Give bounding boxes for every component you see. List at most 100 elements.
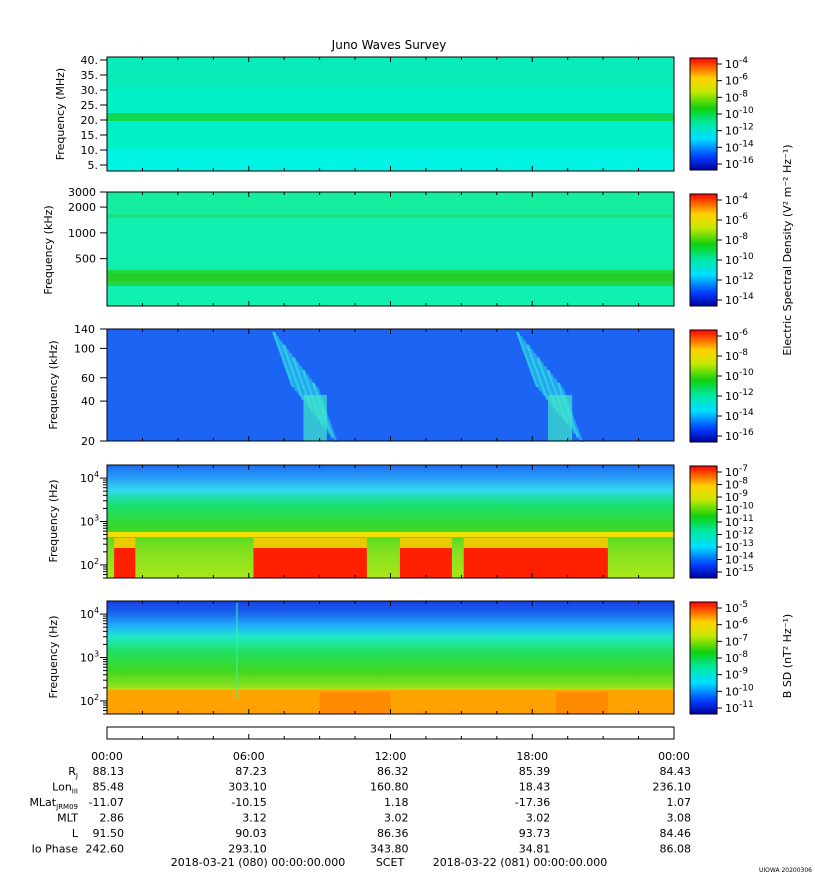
burst-core	[303, 395, 327, 441]
panel-3-spectrogram	[107, 329, 674, 441]
ytick-label: 102	[80, 557, 99, 572]
ephem-value: -10.15	[231, 796, 266, 809]
ephem-value: 18.43	[519, 781, 551, 794]
panel-1-xticks	[106, 57, 675, 171]
colorbar-label: 10-11	[725, 514, 754, 529]
ytick-label: 40	[81, 395, 95, 408]
colorbar-label: 10-7	[725, 633, 748, 648]
colorbar-label: 10-6	[725, 73, 748, 88]
intense-block	[114, 548, 136, 578]
ephem-value: 3.12	[242, 812, 267, 825]
time-label: 18:00	[516, 750, 548, 763]
low-freq-enhancement	[555, 692, 608, 714]
colorbar-label: 10-12	[725, 527, 754, 542]
colorbar-label: 10-13	[725, 539, 754, 554]
time-axis	[106, 726, 675, 740]
colorbar-label: 10-14	[725, 408, 754, 423]
figure-title: Juno Waves Survey	[331, 38, 447, 52]
ytick-label: 5.	[88, 159, 99, 172]
ytick-label: 60	[81, 372, 95, 385]
panel-3-xticks	[106, 329, 675, 441]
panel-3-colorbar-labels: 10-6 10-8 10-10 10-12 10-14 10-16	[717, 328, 754, 443]
ytick-label: 140	[74, 323, 95, 336]
ytick-label: 500	[75, 253, 96, 266]
ytick-label: 20	[81, 435, 95, 448]
panel-2-ylabel: Frequency (kHz)	[42, 205, 55, 294]
ephem-row-label: RJ	[68, 765, 78, 780]
panel-4-intense-blocks	[114, 538, 608, 578]
ephem-value: 85.48	[93, 781, 125, 794]
colorbar-label: 10-8	[725, 89, 748, 104]
panel-2-yticks: 3000 2000 1000 500	[68, 186, 107, 266]
ephem-value: 303.10	[228, 781, 267, 794]
ephem-value: 93.73	[519, 827, 551, 840]
panel-3-colorbar	[689, 329, 718, 443]
time-label: 12:00	[375, 750, 407, 763]
panel-1-lower-tone	[107, 150, 674, 171]
colorbar-label: 10-14	[725, 139, 754, 154]
ytick-label: 20.	[81, 114, 99, 127]
ytick-label: 3000	[68, 186, 96, 199]
colorbar-label: 10-6	[725, 212, 748, 227]
ytick-label: 10.	[81, 144, 99, 157]
panel-4-colorbar-labels: 10-710-810-910-1010-1110-1210-1310-1410-…	[717, 464, 754, 579]
ytick-label: 100	[74, 342, 95, 355]
ytick-label: 25.	[81, 99, 99, 112]
panel-3-bursts	[272, 332, 584, 442]
colorbar-label: 10-8	[725, 348, 748, 363]
colorbar-label: 10-12	[725, 272, 754, 287]
colorbar-label: 10-4	[725, 56, 748, 71]
b-colorbar-title: B SD (nT² Hz⁻¹)	[781, 614, 794, 698]
panel-3-ylabel: Frequency (kHz)	[47, 340, 60, 429]
colorbar-label: 10-8	[725, 232, 748, 247]
colorbar-label: 10-10	[725, 502, 754, 517]
panel-5-xticks	[106, 601, 675, 714]
burst-core	[548, 395, 573, 441]
colorbar-label: 10-16	[725, 428, 754, 443]
colorbar-label: 10-14	[725, 552, 754, 567]
panel-2-colorbar	[689, 193, 718, 307]
ytick-label: 104	[80, 470, 99, 485]
panel-4-xticks	[106, 465, 675, 578]
ephem-value: 87.23	[235, 765, 267, 778]
panel-2-band-1700khz	[107, 214, 674, 218]
ephemeris-table: 00:00 06:00 12:00 18:00 00:00 RJ 88.13 87.23 86.…	[29, 750, 691, 856]
ephem-value: 86.08	[660, 843, 692, 856]
ephem-value: 236.10	[653, 781, 692, 794]
ytick-label: 15.	[81, 129, 99, 142]
ephem-row-label: L	[72, 827, 79, 840]
colorbar-label: 10-6	[725, 328, 748, 343]
colorbar-label: 10-9	[725, 489, 748, 504]
colorbar-label: 10-10	[725, 368, 754, 383]
generation-stamp: UIOWA 20200306	[759, 867, 812, 874]
colorbar-label: 10-16	[725, 156, 754, 171]
ytick-label: 102	[80, 693, 99, 708]
colorbar-label: 10-14	[725, 292, 754, 307]
colorbar-label: 10-9	[725, 667, 748, 682]
colorbar-label: 10-7	[725, 464, 748, 479]
intense-block	[463, 548, 608, 578]
colorbar-label: 10-10	[725, 106, 754, 121]
ephem-value: 86.32	[377, 765, 409, 778]
colorbar-label: 10-6	[725, 617, 748, 632]
panel-4-band-500hz	[107, 532, 674, 537]
ephem-value: 3.02	[384, 812, 409, 825]
ytick-label: 40.	[81, 54, 99, 67]
ytick-label: 1000	[68, 227, 96, 240]
panel-4-yticks: 104 103 102	[80, 470, 107, 579]
colorbar-label: 10-12	[725, 388, 754, 403]
panel-5-colorbar-labels: 10-5 10-610-7 10-8 10-910-10 10-11	[717, 600, 754, 715]
ephem-value: 85.39	[519, 765, 551, 778]
low-freq-enhancement	[319, 692, 391, 714]
colorbar-label: 10-8	[725, 477, 748, 492]
ephem-value: 90.03	[235, 827, 267, 840]
ytick-label: 30.	[81, 84, 99, 97]
panel-2: 3000 2000 1000 500 Frequency (kHz) 10-4 10-6…	[42, 186, 754, 307]
ephem-value: 1.07	[667, 796, 692, 809]
ephem-row-label: LonIII	[52, 781, 78, 796]
ephem-row-label: MLT	[57, 812, 78, 825]
time-label: 00:00	[91, 750, 123, 763]
ephem-value: 84.46	[660, 827, 692, 840]
